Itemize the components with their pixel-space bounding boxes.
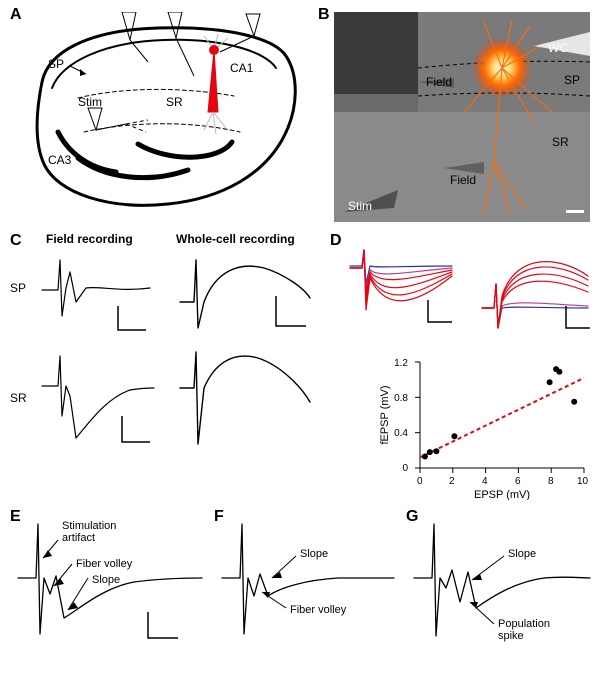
panel-label-b: B [318,6,330,24]
panel-f-trace [218,516,398,666]
label-field-1: Field [114,12,140,14]
label-stim-a: Stim [78,95,102,109]
xlabel-epsp: EPSP (mV) [474,489,530,500]
label-fiber-volley-e: Fiber volley [76,558,132,570]
label-sr-b: SR [552,135,569,149]
svg-text:1.2: 1.2 [394,358,408,369]
row-sr: SR [10,391,27,405]
header-field-rec: Field recording [46,232,133,246]
svg-text:0: 0 [417,476,423,487]
label-sp-b: SP [564,73,580,87]
label-slope-g: Slope [508,548,536,560]
label-fiber-volley-f: Fiber volley [290,604,346,616]
svg-text:6: 6 [515,476,521,487]
svg-text:2: 2 [449,476,455,487]
svg-text:0.4: 0.4 [394,428,408,439]
panel-c-traces: SP SR [10,248,320,468]
svg-text:8: 8 [548,476,554,487]
panel-g-trace [410,516,594,666]
svg-text:0: 0 [402,463,408,474]
panel-label-d: D [330,232,342,250]
row-sp: SP [10,281,26,295]
label-slope-e: Slope [92,574,120,586]
svg-text:10: 10 [577,476,589,487]
svg-text:0.8: 0.8 [394,393,408,404]
panel-b-micrograph: WC SP SR Field Field Stim [334,12,590,222]
label-sr-a: SR [166,95,183,109]
label-popspike: Population spike [498,618,550,642]
label-stim-b: Stim [348,199,372,213]
ylabel-fepsp: fEPSP (mV) [379,385,391,444]
label-field-b2: Field [450,173,476,187]
panel-d-upper [344,244,594,340]
label-field-2: Field [160,12,186,14]
label-ca3: CA3 [48,153,72,167]
label-field-b1: Field [426,75,452,89]
label-ca1: CA1 [230,61,254,75]
header-wc-rec: Whole-cell recording [176,232,295,246]
label-stim-artifact: Stimulation artifact [62,520,116,544]
panel-d-scatter: 0 2 4 6 8 10 0 0.4 0.8 1.2 EPSP (mV) fEP… [378,352,594,500]
svg-text:4: 4 [482,476,488,487]
label-sp-a: SP [48,57,64,71]
label-wc-b: WC [548,41,568,55]
panel-a-diagram: Field Field WC SP SR CA1 CA3 Stim [18,12,306,220]
label-wc-a: WC [258,12,278,14]
label-slope-f: Slope [300,548,328,560]
